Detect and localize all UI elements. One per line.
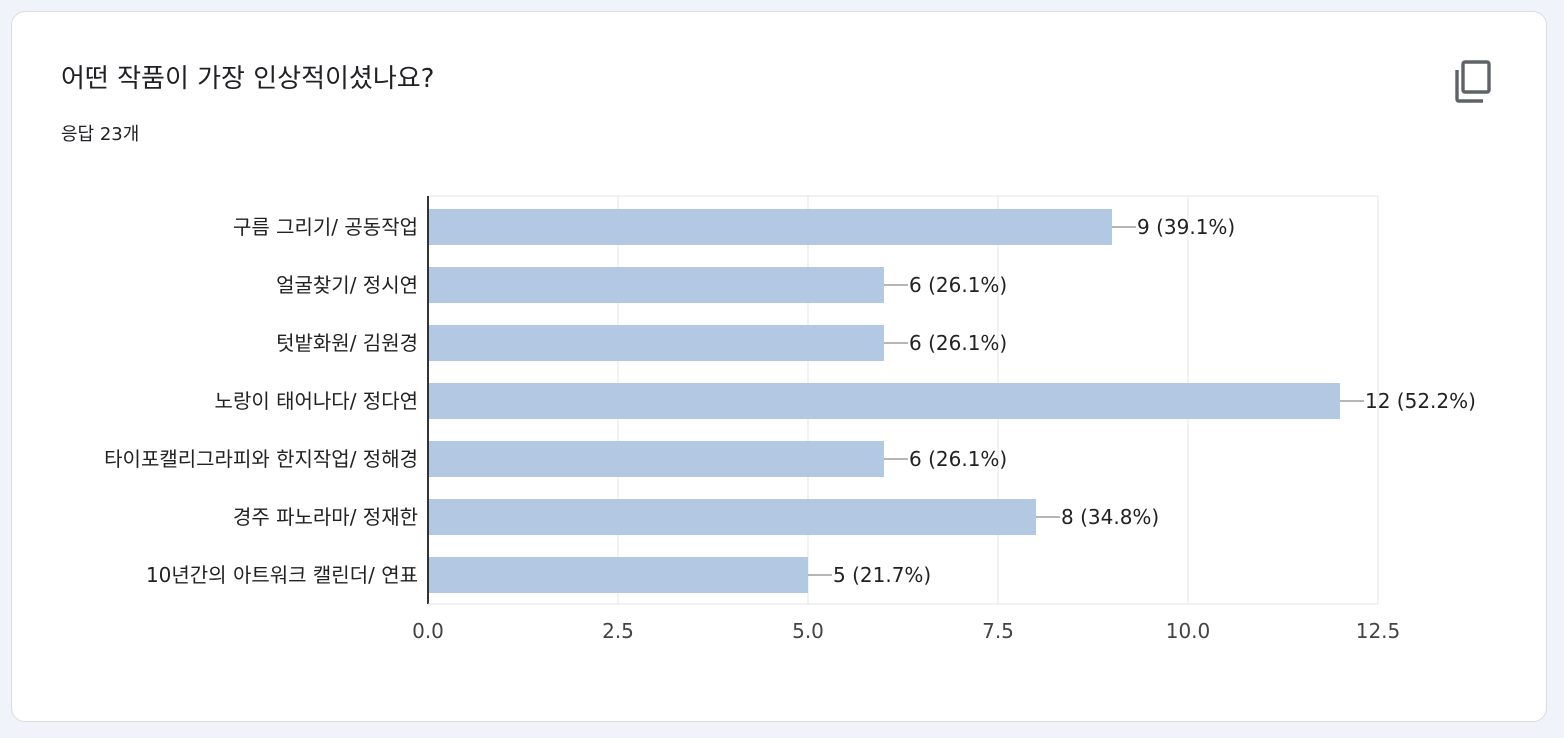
bar [428, 557, 808, 593]
data-label: 6 (26.1%) [909, 273, 1007, 297]
category-label: 구름 그리기/ 공동작업 [233, 215, 418, 239]
category-label: 타이포캘리그라피와 한지작업/ 정해경 [104, 447, 418, 471]
bar-chart-svg: 9 (39.1%) 구름 그리기/ 공동작업 6 (26.1%) 얼굴찾기/ 정시연 6… [104, 195, 1476, 643]
bar [428, 499, 1036, 535]
bar [428, 325, 884, 361]
copy-icon [1448, 56, 1500, 108]
x-tick-label: 2.5 [602, 619, 634, 643]
x-tick-label: 7.5 [982, 619, 1014, 643]
category-label: 텃밭화원/ 김원경 [276, 331, 418, 355]
chart-card: 어떤 작품이 가장 인상적이셨나요? 응답 23개 9 (39.1%) 구름 그리… [11, 11, 1547, 722]
bar [428, 267, 884, 303]
x-tick-label: 10.0 [1166, 619, 1211, 643]
data-label: 12 (52.2%) [1365, 389, 1476, 413]
x-tick-label: 0.0 [412, 619, 444, 643]
category-label: 경주 파노라마/ 정재한 [233, 505, 418, 529]
data-label: 6 (26.1%) [909, 331, 1007, 355]
x-tick-label: 12.5 [1356, 619, 1401, 643]
data-label: 8 (34.8%) [1061, 505, 1159, 529]
bar-chart: 9 (39.1%) 구름 그리기/ 공동작업 6 (26.1%) 얼굴찾기/ 정시연 6… [12, 12, 1548, 723]
bar [428, 209, 1112, 245]
x-tick-label: 5.0 [792, 619, 824, 643]
data-label: 9 (39.1%) [1137, 215, 1235, 239]
data-label: 6 (26.1%) [909, 447, 1007, 471]
question-title: 어떤 작품이 가장 인상적이셨나요? [61, 64, 435, 94]
category-label: 얼굴찾기/ 정시연 [276, 273, 418, 297]
bar [428, 441, 884, 477]
category-label: 10년간의 아트워크 캘린더/ 연표 [146, 563, 418, 587]
category-label: 노랑이 태어나다/ 정다연 [215, 389, 418, 413]
data-label: 5 (21.7%) [833, 563, 931, 587]
copy-chart-button[interactable] [1448, 56, 1500, 108]
response-count: 응답 23개 [61, 124, 140, 145]
bar [428, 383, 1340, 419]
